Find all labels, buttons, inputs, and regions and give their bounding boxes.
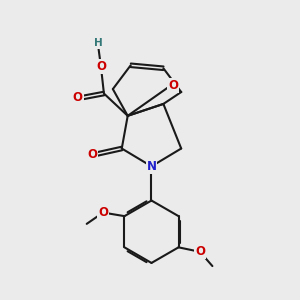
Text: N: N xyxy=(146,160,157,173)
Text: O: O xyxy=(96,60,106,73)
Text: O: O xyxy=(98,206,108,219)
Text: O: O xyxy=(195,245,205,258)
Text: O: O xyxy=(73,92,83,104)
Text: O: O xyxy=(168,79,178,92)
Text: H: H xyxy=(94,38,102,48)
Text: O: O xyxy=(87,148,97,161)
